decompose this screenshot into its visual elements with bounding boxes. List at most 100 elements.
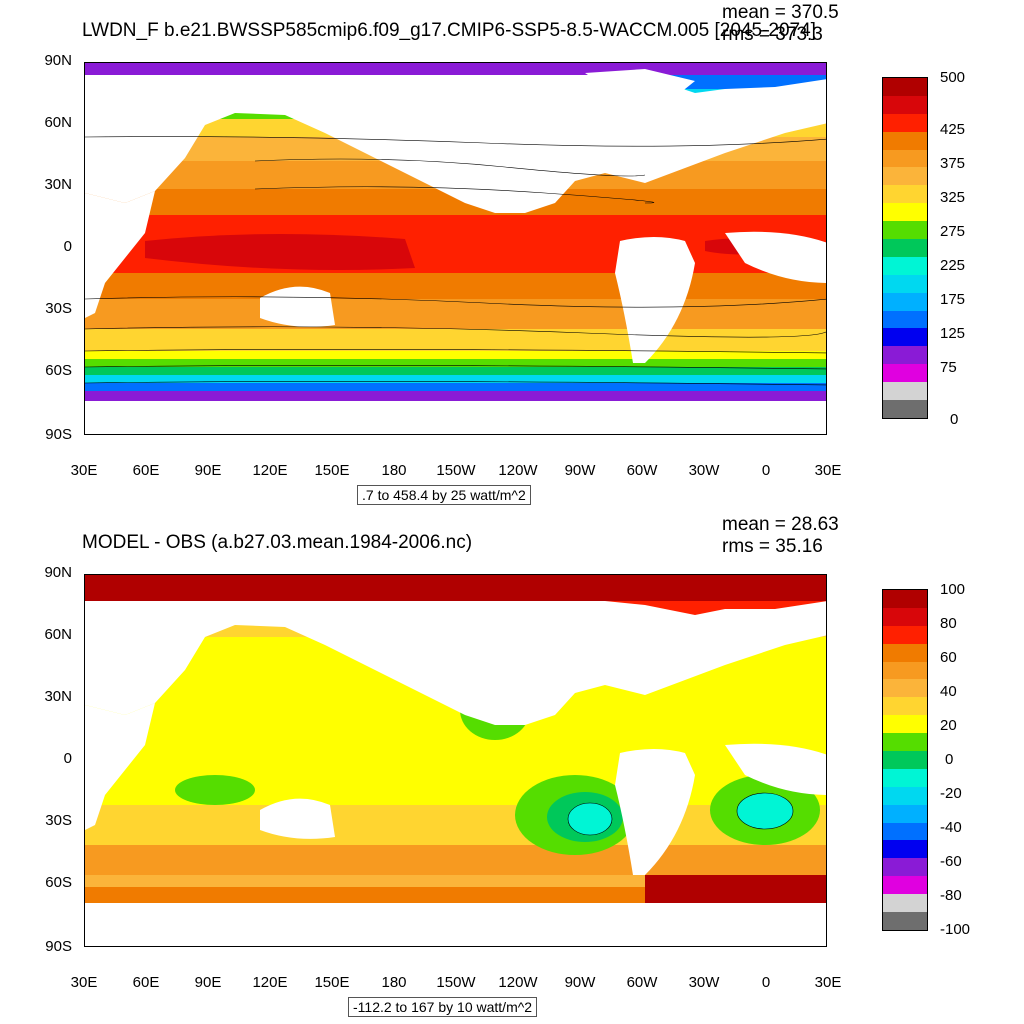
bottom-colorbar-label: 40	[940, 683, 957, 700]
colorbar-swatch	[883, 858, 927, 877]
top-colorbar-label: 175	[940, 291, 966, 308]
top-lon-label: 150E	[314, 462, 350, 479]
colorbar-swatch	[883, 274, 927, 293]
colorbar-swatch	[883, 804, 927, 823]
top-lat-label: 30S	[45, 300, 72, 317]
colorbar-swatch	[883, 733, 927, 752]
bottom-lon-label: 30E	[70, 974, 98, 991]
top-lon-label: 150W	[436, 462, 476, 479]
colorbar-swatch	[883, 876, 927, 895]
colorbar-swatch	[883, 697, 927, 716]
top-colorbar-label: 325	[940, 189, 966, 206]
colorbar-swatch	[883, 715, 927, 734]
top-lon-label: 60E	[132, 462, 160, 479]
top-lat-label: 0	[63, 238, 72, 255]
bottom-colorbar-label: 20	[940, 717, 957, 734]
top-colorbar-label: 425	[940, 121, 966, 138]
bottom-lon-label: 120E	[252, 974, 288, 991]
colorbar-swatch	[883, 167, 927, 186]
colorbar-swatch	[883, 590, 927, 608]
bottom-lon-label: 90E	[194, 974, 222, 991]
bottom-lon-label: 30E	[814, 974, 842, 991]
top-lat-label: 60N	[44, 114, 72, 131]
bottom-lon-label: 180	[381, 974, 407, 991]
bottom-lon-label: 60W	[626, 974, 658, 991]
bottom-lon-label: 60E	[132, 974, 160, 991]
top-colorbar-label: 375	[940, 155, 966, 172]
bottom-map-plot	[84, 574, 827, 947]
colorbar-swatch	[883, 840, 927, 859]
top-lon-label: 60W	[626, 462, 658, 479]
top-lon-label: 90E	[194, 462, 222, 479]
bottom-mean-stat: mean = 28.63	[722, 514, 839, 535]
colorbar-swatch	[883, 382, 927, 401]
bottom-range-caption: -112.2 to 167 by 10 watt/m^2	[348, 997, 538, 1017]
top-colorbar-label: 75	[940, 359, 957, 376]
colorbar-swatch	[883, 400, 927, 418]
colorbar-swatch	[883, 679, 927, 698]
bottom-lat-label: 90N	[44, 564, 72, 581]
bottom-lat-label: 30S	[45, 812, 72, 829]
colorbar-swatch	[883, 607, 927, 626]
top-colorbar-label: 225	[940, 257, 966, 274]
bottom-colorbar-label: 60	[940, 649, 957, 666]
bottom-colorbar	[882, 589, 928, 931]
bottom-lon-label: 150W	[436, 974, 476, 991]
colorbar-swatch	[883, 328, 927, 347]
colorbar-swatch	[883, 661, 927, 680]
colorbar-swatch	[883, 131, 927, 150]
bottom-colorbar-label: 80	[940, 615, 957, 632]
colorbar-swatch	[883, 78, 927, 96]
bottom-map-field	[85, 575, 826, 946]
bottom-lon-label: 90W	[564, 974, 596, 991]
colorbar-swatch	[883, 185, 927, 204]
colorbar-swatch	[883, 113, 927, 132]
bottom-lat-label: 90S	[45, 938, 72, 955]
bottom-colorbar-label: -100	[940, 921, 971, 938]
colorbar-swatch	[883, 221, 927, 240]
top-rms-stat: rms = 373.3	[722, 24, 823, 45]
top-lon-label: 30W	[688, 462, 720, 479]
colorbar-swatch	[883, 203, 927, 222]
colorbar-swatch	[883, 292, 927, 311]
bottom-lat-label: 60N	[44, 626, 72, 643]
top-lon-label: 180	[381, 462, 407, 479]
bottom-colorbar-label: 0	[945, 751, 954, 768]
top-map-plot	[84, 62, 827, 435]
top-lat-label: 30N	[44, 176, 72, 193]
top-lon-label: 120W	[498, 462, 538, 479]
bottom-map-title: MODEL - OBS (a.b27.03.mean.1984-2006.nc)	[82, 532, 473, 553]
top-lon-label: 30E	[70, 462, 98, 479]
colorbar-swatch	[883, 310, 927, 329]
colorbar-swatch	[883, 256, 927, 275]
bottom-lon-label: 120W	[498, 974, 538, 991]
top-lon-label: 0	[761, 462, 771, 479]
top-colorbar-label: 500	[940, 69, 966, 86]
colorbar-swatch	[883, 768, 927, 787]
bottom-colorbar-label: 100	[940, 581, 966, 598]
bottom-lat-label: 30N	[44, 688, 72, 705]
top-lat-label: 60S	[45, 362, 72, 379]
top-colorbar	[882, 77, 928, 419]
bottom-colorbar-label: -40	[940, 819, 962, 836]
bottom-lon-label: 0	[761, 974, 771, 991]
colorbar-swatch	[883, 894, 927, 913]
top-colorbar-label: 275	[940, 223, 966, 240]
top-map-panel: LWDN_F b.e21.BWSSP585cmip6.f09_g17.CMIP6…	[44, 2, 966, 505]
bottom-lon-label: 30W	[688, 974, 720, 991]
colorbar-swatch	[883, 751, 927, 769]
bottom-map-panel: MODEL - OBS (a.b27.03.mean.1984-2006.nc)…	[0, 512, 1024, 1024]
colorbar-swatch	[883, 346, 927, 365]
top-map-field	[85, 63, 826, 434]
colorbar-swatch	[883, 239, 927, 257]
colorbar-swatch	[883, 149, 927, 168]
colorbar-swatch	[883, 822, 927, 841]
colorbar-swatch	[883, 912, 927, 930]
top-lon-label: 90W	[564, 462, 596, 479]
colorbar-swatch	[883, 625, 927, 644]
bottom-colorbar-label: -60	[940, 853, 962, 870]
top-map-title: LWDN_F b.e21.BWSSP585cmip6.f09_g17.CMIP6…	[82, 20, 816, 41]
bottom-lat-label: 0	[63, 750, 72, 767]
colorbar-swatch	[883, 364, 927, 383]
bottom-lat-label: 60S	[45, 874, 72, 891]
